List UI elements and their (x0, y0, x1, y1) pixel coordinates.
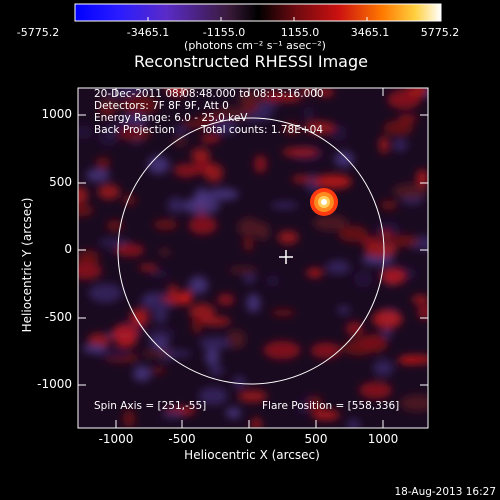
colorbar (74, 3, 442, 22)
x-ticks (115, 88, 384, 428)
flare-source-blob (321, 199, 327, 205)
time-range-text: 20-Dec-2011 08:08:48.000 to 08:13:16.000 (94, 88, 324, 100)
x-tick-label: -500 (168, 432, 196, 446)
timestamp-footer: 18-Aug-2013 16:27 (394, 486, 496, 498)
colorbar-tick-label: 5775.2 (420, 26, 460, 39)
colorbar-tick-label: 3465.1 (350, 26, 390, 39)
total-counts-text: Total counts: 1.78E+04 (201, 124, 324, 136)
plot-frame (77, 87, 429, 429)
y-tick-label: 500 (49, 175, 72, 189)
colorbar-tick-label: -3465.1 (126, 26, 170, 39)
y-axis-label: Heliocentric Y (arcsec) (20, 197, 34, 333)
y-tick-label: 0 (64, 242, 72, 256)
colorbar-tick-label: 1155.0 (280, 26, 320, 39)
colorbar-tick-label: -1155.0 (202, 26, 246, 39)
x-tick-label: 0 (245, 432, 253, 446)
plot-title: Reconstructed RHESSI Image (134, 52, 368, 71)
x-tick-label: 1000 (367, 432, 399, 446)
x-tick-label: -1000 (98, 432, 134, 446)
colorbar-ticks (74, 17, 441, 21)
colorbar-unit-label: (photons cm⁻² s⁻¹ asec⁻²) (184, 39, 326, 52)
y-tick-label: -500 (44, 310, 72, 324)
x-axis-label: Heliocentric X (arcsec) (184, 448, 320, 462)
detectors-text: Detectors: 7F 8F 9F, Att 0 (94, 100, 229, 112)
x-tick-label: 500 (304, 432, 328, 446)
y-tick-label: -1000 (37, 377, 72, 391)
colorbar-tick-label: -5775.2 (16, 26, 60, 39)
y-tick-label: 1000 (41, 107, 72, 121)
flare-position-text: Flare Position = [558,336] (262, 400, 400, 412)
spin-axis-text: Spin Axis = [251,-55] (94, 400, 207, 412)
solar-limb-circle (117, 117, 385, 385)
method-text: Back Projection (94, 124, 175, 136)
y-ticks (78, 114, 428, 386)
spin-axis-cross-icon (279, 250, 293, 264)
energy-range-text: Energy Range: 6.0 - 25.0 keV (94, 112, 248, 124)
